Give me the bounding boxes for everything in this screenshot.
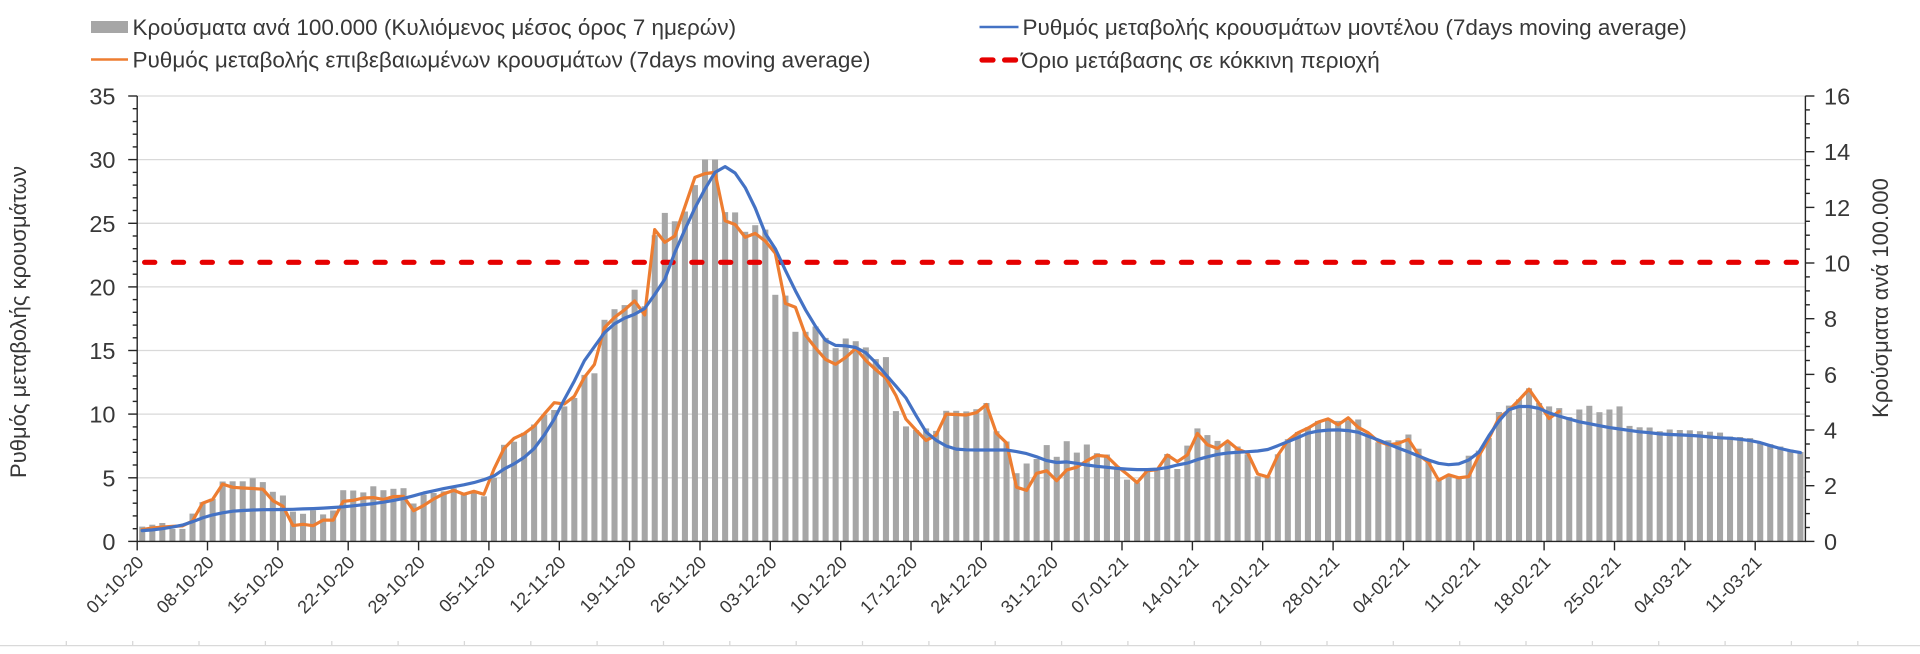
svg-text:16: 16 xyxy=(1824,84,1850,110)
svg-text:10: 10 xyxy=(1824,251,1850,277)
svg-text:Κρούσματα ανά 100.000: Κρούσματα ανά 100.000 xyxy=(1868,178,1893,418)
svg-text:25: 25 xyxy=(89,211,115,237)
svg-text:0: 0 xyxy=(102,529,115,555)
svg-text:14: 14 xyxy=(1824,139,1850,165)
svg-text:5: 5 xyxy=(102,465,115,491)
svg-text:30: 30 xyxy=(89,147,115,173)
svg-text:Όριο μετάβασης σε κόκκινη περι: Όριο μετάβασης σε κόκκινη περιοχή xyxy=(1020,48,1380,73)
svg-text:12: 12 xyxy=(1824,195,1850,221)
svg-text:6: 6 xyxy=(1824,362,1837,388)
svg-text:2: 2 xyxy=(1824,473,1837,499)
svg-text:8: 8 xyxy=(1824,306,1837,332)
svg-text:Ρυθμός μεταβολής επιβεβαιωμένω: Ρυθμός μεταβολής επιβεβαιωμένων κρουσμάτ… xyxy=(133,48,871,73)
svg-text:Ρυθμός μεταβολής κρουσμάτων: Ρυθμός μεταβολής κρουσμάτων xyxy=(6,166,31,478)
svg-text:4: 4 xyxy=(1824,418,1837,444)
svg-text:Ρυθμός μεταβολής κρουσμάτων μο: Ρυθμός μεταβολής κρουσμάτων μοντέλου (7d… xyxy=(1023,15,1687,40)
svg-text:20: 20 xyxy=(89,274,115,300)
svg-text:35: 35 xyxy=(89,84,115,110)
svg-text:0: 0 xyxy=(1824,529,1837,555)
svg-text:Κρούσματα ανά 100.000 (Κυλιόμε: Κρούσματα ανά 100.000 (Κυλιόμενος μέσος … xyxy=(133,15,737,40)
svg-text:15: 15 xyxy=(89,338,115,364)
svg-text:10: 10 xyxy=(89,402,115,428)
